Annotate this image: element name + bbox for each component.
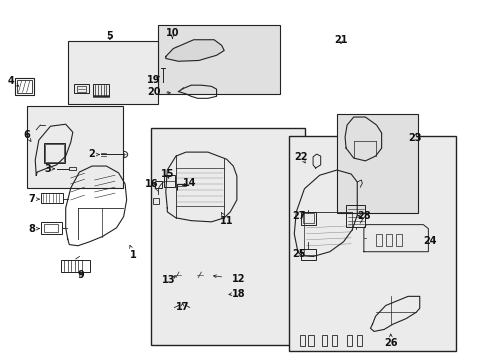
Bar (301, 248, 315, 261)
Bar (27, 106, 122, 188)
Polygon shape (165, 40, 224, 61)
Text: 28: 28 (356, 211, 370, 221)
Text: 1: 1 (130, 250, 137, 260)
Text: 17: 17 (175, 302, 189, 312)
Text: 3: 3 (44, 164, 51, 174)
Bar (337, 114, 417, 213)
Bar (150, 128, 305, 345)
Text: 4: 4 (7, 76, 14, 86)
Bar (299, 334, 305, 346)
Bar (321, 334, 326, 346)
Text: 22: 22 (294, 152, 307, 162)
Text: 6: 6 (24, 130, 30, 140)
Text: 20: 20 (147, 87, 161, 97)
Bar (61, 260, 90, 272)
Bar (77, 86, 86, 91)
Bar (302, 213, 313, 224)
Bar (331, 334, 336, 346)
Text: 9: 9 (78, 270, 84, 280)
Text: 21: 21 (334, 35, 347, 45)
Text: 16: 16 (145, 179, 159, 189)
Bar (308, 334, 313, 346)
Text: 8: 8 (29, 224, 36, 234)
Text: 13: 13 (161, 275, 175, 285)
Bar (44, 224, 58, 232)
Text: 7: 7 (29, 194, 36, 204)
Text: 15: 15 (160, 169, 174, 179)
Bar (45, 144, 63, 162)
Bar (395, 234, 402, 246)
Bar (164, 175, 175, 187)
Bar (41, 193, 62, 203)
Bar (44, 143, 65, 163)
Text: 18: 18 (231, 289, 244, 298)
Bar (346, 334, 351, 346)
Bar (41, 222, 61, 234)
Text: 25: 25 (292, 249, 305, 259)
Circle shape (160, 81, 166, 86)
Bar (153, 198, 159, 204)
Text: 2: 2 (88, 149, 95, 159)
Text: 23: 23 (407, 133, 421, 143)
Bar (68, 41, 158, 104)
Bar (301, 212, 315, 225)
Bar (154, 181, 162, 188)
Bar (158, 24, 280, 94)
Bar (346, 205, 365, 227)
Bar (69, 167, 76, 170)
Text: 14: 14 (183, 178, 196, 188)
Bar (15, 78, 34, 95)
Text: 27: 27 (292, 211, 305, 221)
Text: 5: 5 (106, 31, 113, 41)
Text: 24: 24 (422, 235, 436, 246)
Circle shape (64, 167, 69, 171)
Bar (74, 84, 88, 93)
Bar (18, 80, 32, 93)
Bar (93, 84, 109, 96)
Text: 12: 12 (231, 274, 244, 284)
Text: 26: 26 (383, 338, 397, 348)
Text: 11: 11 (220, 216, 233, 226)
Text: 19: 19 (147, 75, 161, 85)
Bar (93, 95, 109, 97)
Bar (375, 234, 381, 246)
Bar (288, 136, 455, 351)
Bar (357, 334, 362, 346)
Bar (385, 234, 391, 246)
Text: 10: 10 (165, 28, 179, 37)
